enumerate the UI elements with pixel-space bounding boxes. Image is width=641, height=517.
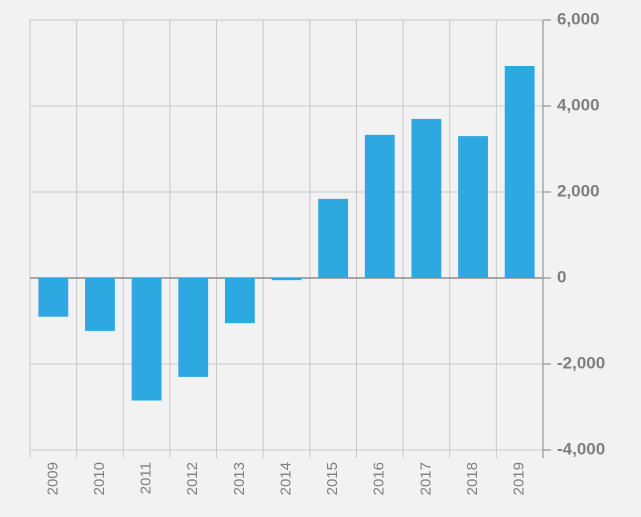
y-tick-label: 0 [557,267,566,286]
x-tick-label: 2017 [417,462,434,495]
y-tick-label: -4,000 [557,439,605,458]
bar [364,134,395,278]
x-tick-label: 2013 [231,462,248,495]
y-tick-label: 4,000 [557,95,600,114]
bar [38,278,69,317]
x-tick-label: 2009 [44,462,61,495]
bar [224,278,255,324]
bar [504,66,535,278]
bar [178,278,209,377]
bar [85,278,115,331]
bar [318,198,349,278]
y-tick-label: 6,000 [557,9,600,28]
bar [458,136,488,278]
y-tick-label: 2,000 [557,181,600,200]
x-tick-label: 2015 [324,462,341,495]
x-tick-label: 2010 [91,462,108,495]
bar [271,278,302,281]
bar [131,278,162,401]
x-tick-label: 2019 [511,462,528,495]
x-tick-label: 2014 [277,462,294,495]
x-tick-label: 2011 [138,462,155,494]
y-tick-label: -2,000 [557,353,605,372]
x-tick-label: 2018 [464,462,481,495]
bar [411,118,442,279]
x-tick-label: 2012 [184,462,201,495]
x-tick-label: 2016 [371,462,388,495]
